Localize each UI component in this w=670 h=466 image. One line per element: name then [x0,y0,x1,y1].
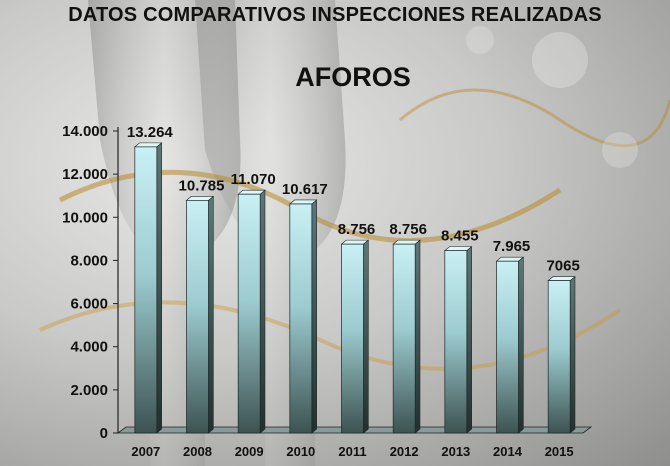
x-tick-label: 2012 [390,444,419,459]
bar-cap [134,142,163,148]
bar-cap [444,246,473,251]
x-tick-label: 2008 [183,444,212,459]
bar-front [134,146,158,434]
bars-layer [134,142,576,434]
bar-front [237,193,261,434]
bar-side [363,239,369,434]
y-tick-label: 14.000 [62,123,108,140]
bar-side [414,239,421,434]
x-tick-label: 2010 [286,444,315,459]
bar-2011 [340,239,370,434]
x-tick-label: 2015 [545,444,574,459]
y-tick-label: 0 [100,425,108,442]
data-label: 10.617 [282,181,328,198]
chart-title: DATOS COMPARATIVOS INSPECCIONES REALIZAD… [68,4,602,26]
x-tick-label: 2007 [131,444,160,459]
bar-front [186,200,209,434]
bar-2009 [237,189,266,434]
bar-side [311,199,317,434]
bar-front [444,250,468,434]
data-label: 10.785 [179,177,225,194]
bar-front [392,243,416,434]
bar-cap [547,276,576,281]
x-tick-label: 2013 [441,444,470,459]
bar-2014 [495,256,525,434]
data-label: 7065 [546,258,579,275]
bar-front [547,280,571,434]
bar-side [259,189,266,434]
bar-side [466,245,472,434]
bar-cap [392,239,421,245]
bar-cap [495,256,525,262]
bar-front [496,260,519,434]
bar-side [156,142,162,434]
bar-2015 [547,275,576,434]
y-tick-label: 8.000 [70,252,108,269]
data-label: 13.264 [127,124,174,141]
y-tick-label: 10.000 [62,209,108,226]
x-tick-label: 2011 [338,444,366,459]
bar-side [569,275,576,434]
data-label: 11.070 [231,171,276,188]
bar-2013 [444,245,473,434]
data-label: 8.756 [389,221,427,238]
bar-2010 [289,199,318,434]
bar-front [289,203,313,434]
chart-subtitle: AFOROS [295,62,411,92]
data-label: 8.756 [338,221,376,238]
bar-side [518,256,524,434]
y-tick-label: 4.000 [70,339,108,356]
bar-2012 [392,239,421,434]
bar-cap [185,196,215,201]
data-label: 7.965 [493,238,531,255]
bar-cap [289,199,318,205]
labels-layer: 13.264 2007 10.785 2008 11.070 2009 10.617 2010… [127,124,580,459]
bar-cap [340,239,370,245]
bar-cap [237,189,266,195]
data-label: 8.455 [441,228,479,245]
bar-side [208,195,214,434]
y-tick-label: 6.000 [70,296,108,313]
bar-front [341,243,364,434]
bar-2007 [134,142,163,434]
y-tick-label: 2.000 [70,382,108,399]
x-tick-label: 2009 [235,444,264,459]
bar-2008 [185,195,215,434]
x-tick-label: 2014 [493,444,523,459]
y-tick-label: 12.000 [62,166,108,183]
